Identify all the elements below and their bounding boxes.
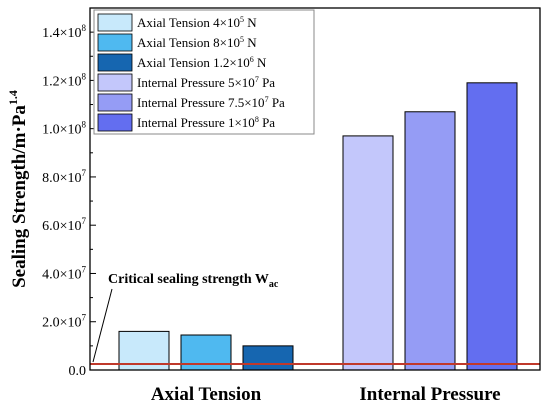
- legend-swatch: [97, 113, 133, 132]
- y-tick-label: 2.0×107: [42, 313, 86, 331]
- bar-internal-pressure-1: [342, 135, 394, 371]
- bar-axial-tension-3: [242, 345, 294, 371]
- y-tick-label: 1.0×108: [42, 120, 86, 138]
- legend-swatch: [97, 93, 133, 112]
- x-group-label: Internal Pressure: [359, 384, 500, 405]
- legend-entry: Axial Tension 8×105 N: [137, 35, 257, 50]
- plot-frame: [89, 7, 541, 371]
- legend-entry: Internal Pressure 1×108 Pa: [137, 115, 275, 130]
- legend-swatch: [97, 13, 133, 32]
- legend-swatch: [97, 53, 133, 72]
- axes-layer: Axial Tension Internal Pressure 0.0 2.0×107…: [6, 7, 541, 405]
- legend-swatch: [97, 73, 133, 92]
- y-tick-label: 0.0: [69, 364, 87, 379]
- threshold-pointer-line: [92, 288, 113, 363]
- bar-internal-pressure-2: [404, 111, 456, 371]
- threshold-label: Critical sealing strength Wac: [108, 272, 279, 290]
- y-tick-label: 1.2×108: [42, 71, 86, 89]
- y-axis-title: Sealing Strength/m·Pa1.4: [6, 90, 30, 288]
- x-group-label: Axial Tension: [151, 384, 262, 405]
- legend-swatch: [97, 33, 133, 52]
- y-tick-label: 1.4×108: [42, 23, 86, 41]
- legend-entry: Axial Tension 1.2×106 N: [137, 55, 267, 70]
- legend: Axial Tension 4×105 N Axial Tension 8×105…: [93, 9, 315, 135]
- bar-internal-pressure-3: [466, 82, 518, 371]
- y-tick-label: 8.0×107: [42, 168, 86, 186]
- threshold-layer: Critical sealing strength Wac: [90, 272, 540, 365]
- legend-entry: Axial Tension 4×105 N: [137, 15, 257, 30]
- y-tick-label: 4.0×107: [42, 264, 86, 282]
- legend-entry: Internal Pressure 7.5×107 Pa: [137, 95, 285, 110]
- legend-entry: Internal Pressure 5×107 Pa: [137, 75, 275, 90]
- y-tick-label: 6.0×107: [42, 216, 86, 234]
